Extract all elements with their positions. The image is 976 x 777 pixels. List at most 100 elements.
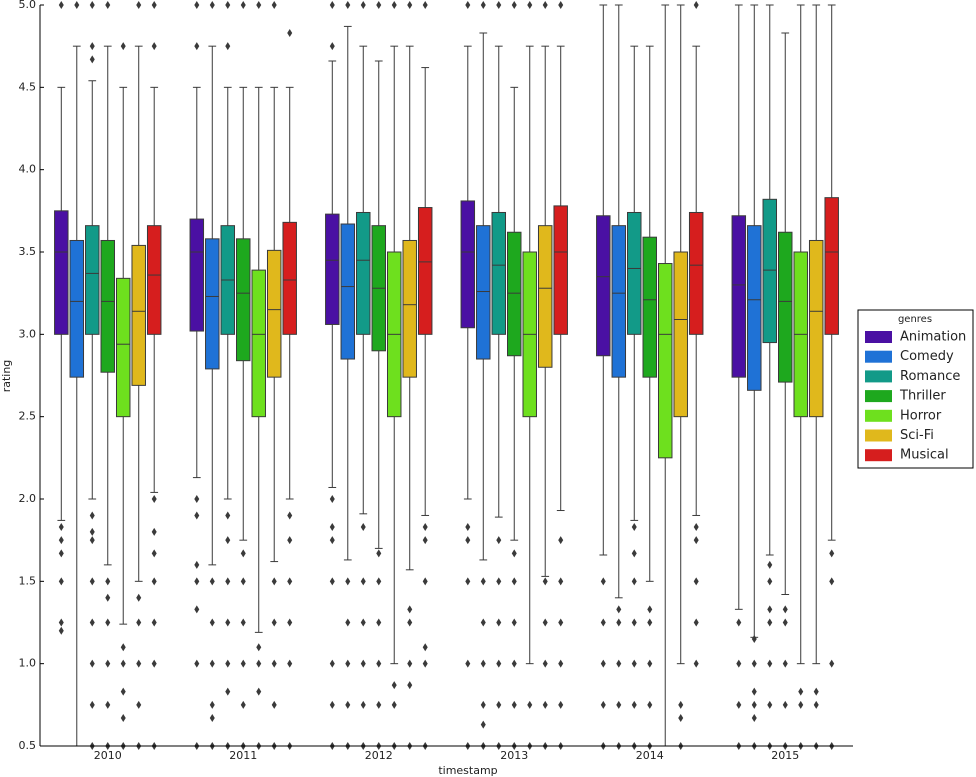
box [596,215,611,357]
outlier [798,687,804,696]
outlier [225,1,231,9]
outlier [225,618,231,627]
outlier [767,618,773,627]
outlier [829,549,835,558]
outlier [376,577,382,586]
outlier [693,1,699,9]
y-tick-label: 4.0 [19,163,37,176]
outlier [751,634,757,643]
outlier [465,1,471,9]
outlier [360,700,366,709]
legend-label: Comedy [900,349,954,364]
outlier [329,495,335,503]
outlier [813,700,819,709]
outlier [89,42,95,51]
y-tick-label: 5.0 [19,0,37,11]
box [340,223,356,360]
outlier [693,522,699,531]
x-tick-label: 2015 [771,749,799,762]
outlier [151,495,157,503]
outlier [678,700,684,709]
outlier [511,618,517,627]
outlier [329,42,335,51]
outlier [360,577,366,586]
outlier [422,536,428,545]
outlier [74,1,80,9]
outlier [422,577,428,586]
outlier [616,659,622,668]
outlier [136,700,142,709]
outlier [767,560,773,569]
outlier [89,700,95,709]
box [762,198,778,344]
outlier [120,687,126,696]
box [747,225,762,391]
outlier [542,618,548,627]
outlier [616,618,622,627]
outlier [209,659,215,668]
outlier [120,643,126,652]
box [325,213,340,325]
outlier [751,700,757,709]
legend-swatch [865,409,892,422]
outlier [465,659,471,668]
box [282,221,297,335]
outlier [240,1,246,9]
legend-label: Animation [900,330,966,345]
outlier [271,618,277,627]
outlier [496,700,502,709]
outlier [647,605,653,614]
outlier [345,659,351,668]
box [100,239,115,373]
outlier [558,618,564,627]
box [205,238,220,370]
outlier [120,714,126,723]
outlier [58,1,64,9]
outlier [225,42,231,51]
outlier [511,700,517,709]
outlier [558,700,564,709]
outlier [271,1,277,9]
box [115,277,131,418]
outlier [511,549,517,558]
outlier [782,700,788,709]
box [824,197,839,335]
outlier [631,577,637,586]
outlier [209,714,215,723]
outlier [287,618,293,627]
outlier [271,577,277,586]
outlier [256,643,262,652]
outlier [527,1,533,9]
box [778,231,793,383]
outlier [240,549,246,558]
outlier [767,659,773,668]
y-tick-label: 3.0 [19,327,37,340]
box [657,263,673,459]
outlier [422,1,428,9]
outlier [647,659,653,668]
outlier [558,536,564,545]
outlier [480,577,486,586]
outlier [480,700,486,709]
outlier [360,1,366,9]
outlier [542,1,548,9]
box [611,225,627,378]
legend-swatch [865,390,892,403]
outlier [151,577,157,586]
outlier [105,577,111,586]
outlier [600,700,606,709]
box [642,236,657,378]
outlier [89,1,95,9]
legend-swatch [865,331,892,343]
outlier [136,659,142,668]
outlier [407,1,413,9]
x-tick-label: 2011 [229,749,257,762]
outlier [693,577,699,586]
outlier [558,1,564,9]
outlier [120,659,126,668]
outlier [225,687,231,696]
outlier [798,700,804,709]
outlier [360,522,366,531]
outlier [600,577,606,586]
legend-swatch [865,449,892,462]
